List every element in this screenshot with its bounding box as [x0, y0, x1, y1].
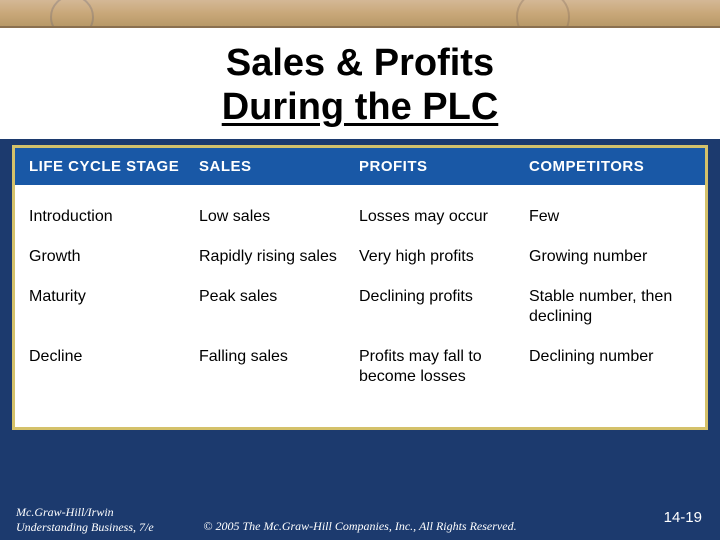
- cell-sales: Falling sales: [199, 347, 359, 367]
- title-area: Sales & Profits During the PLC: [0, 28, 720, 139]
- cell-competitors: Few: [529, 207, 679, 227]
- cell-stage: Decline: [29, 347, 199, 367]
- cell-competitors: Stable number, then declining: [529, 287, 679, 327]
- cell-stage: Growth: [29, 247, 199, 267]
- footer-publisher: Mc.Graw-Hill/Irwin: [16, 505, 154, 519]
- table-body: Introduction Low sales Losses may occur …: [15, 185, 705, 427]
- decorative-top-strip: [0, 0, 720, 28]
- cell-stage: Introduction: [29, 207, 199, 227]
- cell-competitors: Growing number: [529, 247, 679, 267]
- table-row: Maturity Peak sales Declining profits St…: [29, 277, 691, 337]
- table-row: Growth Rapidly rising sales Very high pr…: [29, 237, 691, 277]
- table-row: Decline Falling sales Profits may fall t…: [29, 337, 691, 397]
- plc-table: LIFE CYCLE STAGE SALES PROFITS COMPETITO…: [12, 145, 708, 430]
- footer-copyright: © 2005 The Mc.Graw-Hill Companies, Inc.,…: [0, 519, 720, 534]
- cell-sales: Rapidly rising sales: [199, 247, 359, 267]
- th-stage: LIFE CYCLE STAGE: [29, 158, 199, 175]
- title-line-1: Sales & Profits: [0, 42, 720, 86]
- cell-sales: Low sales: [199, 207, 359, 227]
- cell-profits: Losses may occur: [359, 207, 529, 227]
- table-header-row: LIFE CYCLE STAGE SALES PROFITS COMPETITO…: [15, 148, 705, 185]
- cell-profits: Very high profits: [359, 247, 529, 267]
- footer: Mc.Graw-Hill/Irwin Understanding Busines…: [0, 498, 720, 540]
- footer-page: 14-19: [664, 509, 702, 526]
- cell-stage: Maturity: [29, 287, 199, 307]
- cell-competitors: Declining number: [529, 347, 679, 367]
- table-row: Introduction Low sales Losses may occur …: [29, 197, 691, 237]
- th-profits: PROFITS: [359, 158, 529, 175]
- th-competitors: COMPETITORS: [529, 158, 679, 175]
- title-line-2: During the PLC: [0, 86, 720, 130]
- cell-profits: Declining profits: [359, 287, 529, 307]
- cell-profits: Profits may fall to become losses: [359, 347, 529, 387]
- cell-sales: Peak sales: [199, 287, 359, 307]
- th-sales: SALES: [199, 158, 359, 175]
